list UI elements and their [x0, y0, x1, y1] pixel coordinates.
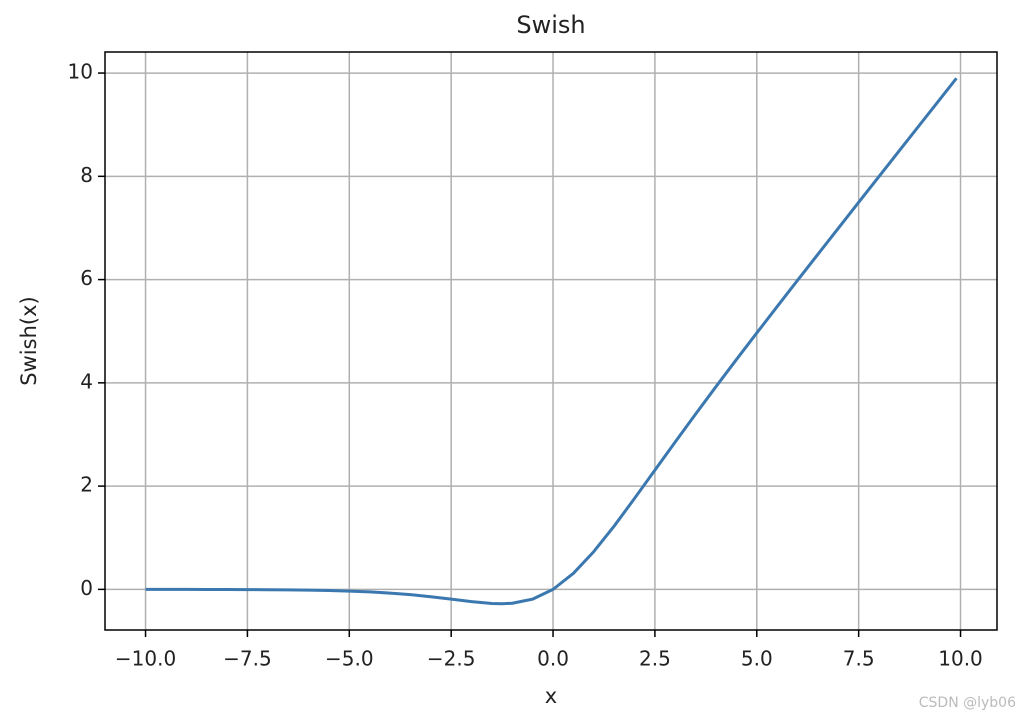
- x-tick-label: 7.5: [843, 647, 875, 671]
- watermark: CSDN @lyb06: [919, 695, 1016, 711]
- x-tick-label: −5.0: [325, 647, 374, 671]
- y-tick-label: 10: [68, 60, 93, 84]
- x-axis-label: x: [545, 684, 557, 708]
- y-tick-label: 4: [80, 369, 93, 393]
- x-tick-label: 5.0: [741, 647, 773, 671]
- y-axis-label: Swish(x): [17, 296, 41, 385]
- x-tick-label: 10.0: [938, 647, 983, 671]
- x-tick-label: −7.5: [223, 647, 272, 671]
- x-tick-label: −2.5: [427, 647, 476, 671]
- x-tick-label: 2.5: [639, 647, 671, 671]
- chart-title: Swish: [516, 11, 585, 39]
- x-tick-label: 0.0: [537, 647, 569, 671]
- line-series: [145, 77, 958, 606]
- y-tick-label: 8: [80, 163, 93, 187]
- y-tick-label: 0: [80, 576, 93, 600]
- y-tick-label: 6: [80, 266, 93, 290]
- x-tick-label: −10.0: [115, 647, 176, 671]
- y-tick-label: 2: [80, 473, 93, 497]
- plot-frame: [104, 51, 998, 631]
